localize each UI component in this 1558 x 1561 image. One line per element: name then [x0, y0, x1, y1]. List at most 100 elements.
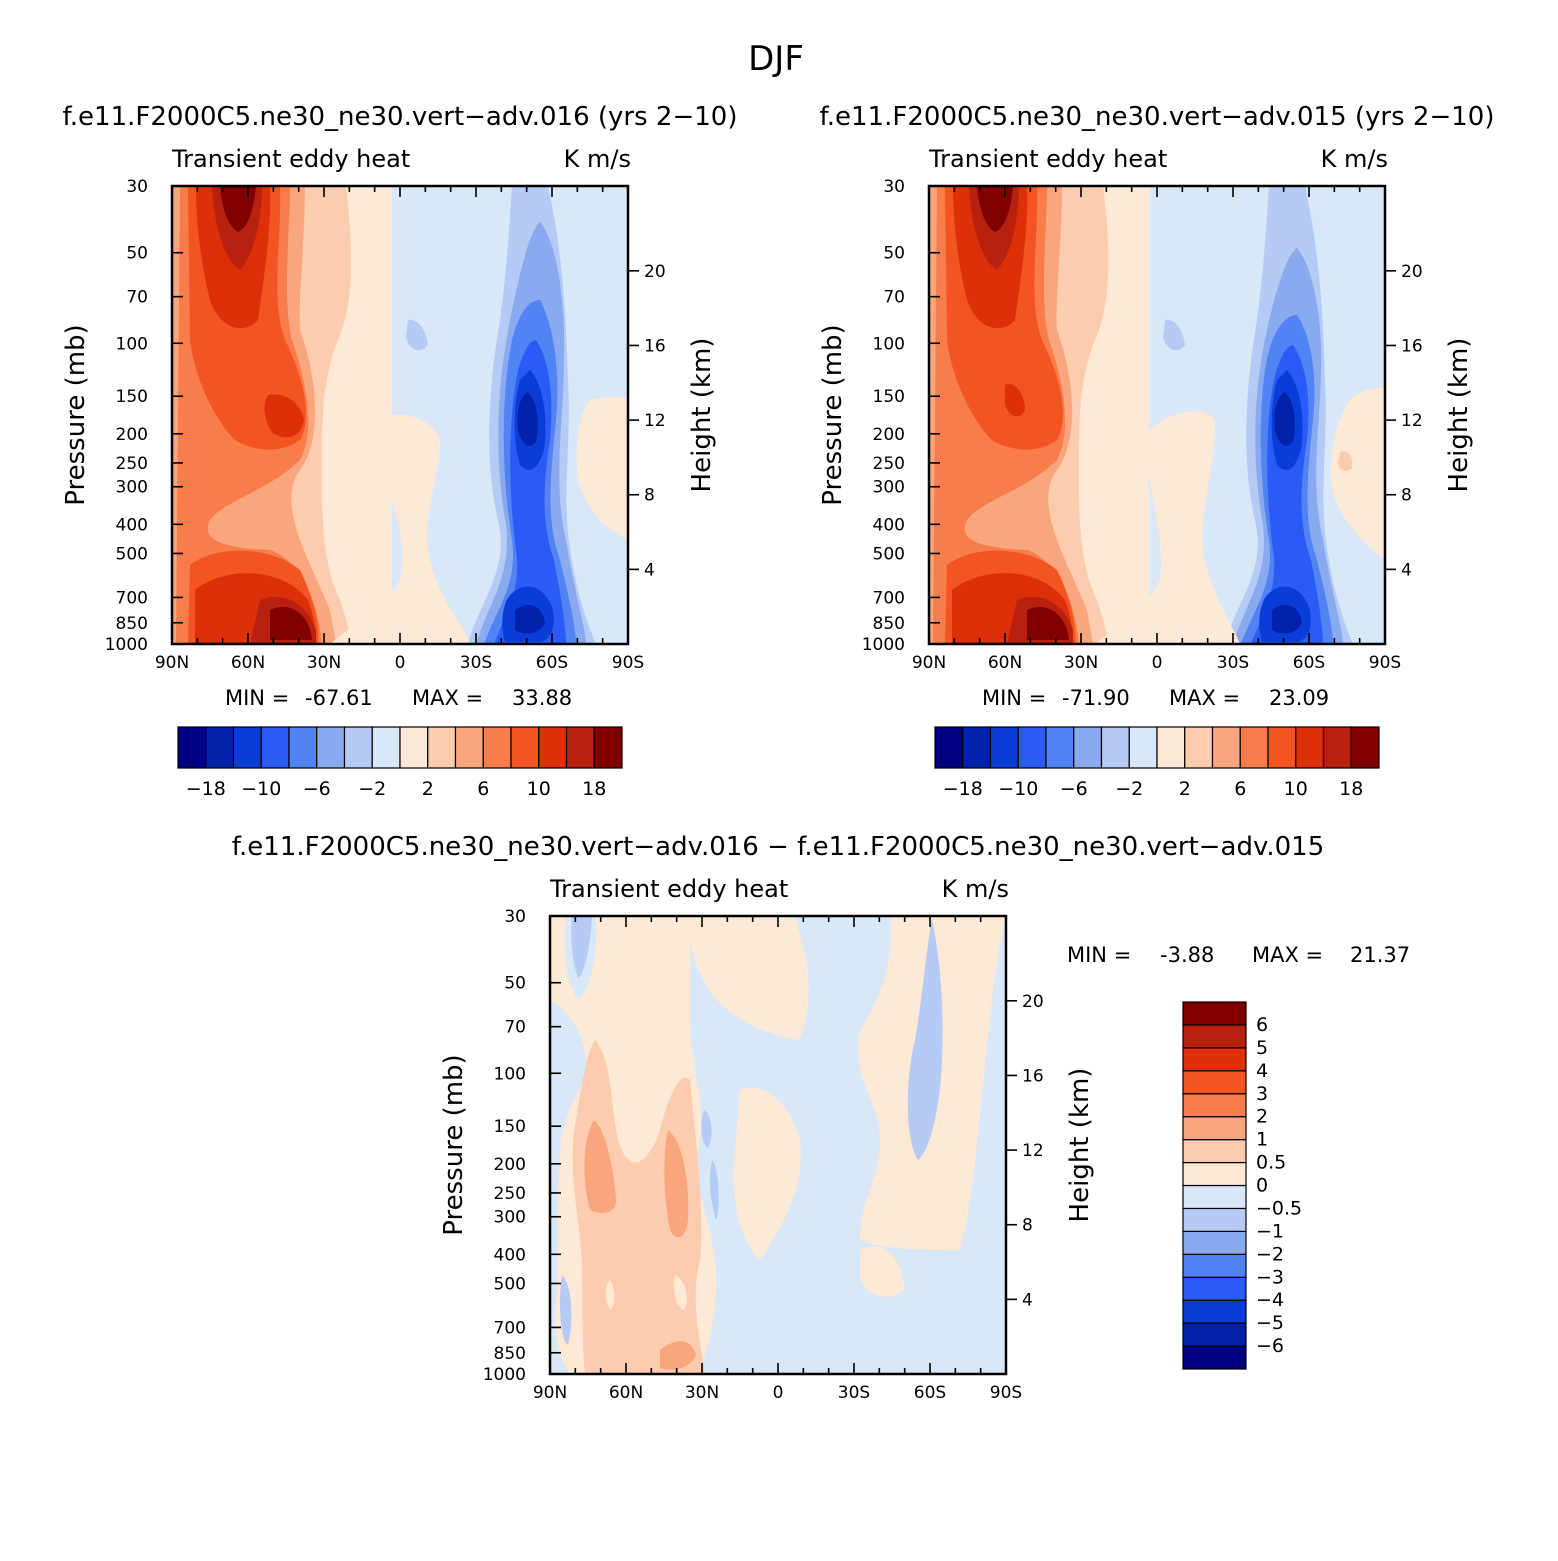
- colorbar-box: [934, 726, 964, 769]
- x-tick-label: 30N: [1064, 653, 1098, 673]
- min-value: -67.61: [305, 686, 373, 710]
- y-tick-label: 400: [116, 515, 148, 535]
- max-value: 23.09: [1269, 686, 1329, 710]
- x-tick-label: 60S: [914, 1383, 946, 1403]
- y-axis-title-right: Height (km): [1444, 338, 1474, 493]
- colorbar-label: 3: [1256, 1083, 1268, 1105]
- y-tick-label: 100: [116, 334, 148, 354]
- contour-field: [929, 186, 1385, 644]
- colorbar-box: [1182, 1322, 1247, 1347]
- y-tick-label: 70: [504, 1018, 526, 1038]
- colorbar-box: [482, 726, 512, 769]
- max-label: MAX =: [1169, 686, 1240, 710]
- colorbar-box: [1182, 1184, 1247, 1210]
- y-tick-label: 30: [126, 177, 148, 197]
- y-tick-label: 850: [873, 614, 905, 634]
- colorbar-box: [1322, 726, 1352, 769]
- colorbar-label: 2: [422, 778, 434, 800]
- colorbar-box: [989, 726, 1019, 769]
- colorbar-box: [399, 726, 429, 769]
- y-tick-label: 400: [494, 1245, 526, 1265]
- contour-band-warm-2: [572, 1040, 705, 1374]
- colorbar-label: −1: [1256, 1220, 1284, 1242]
- axes: 90N 60N 30N 0 30S 60S 90S 30 50 70 100 150 200 250 300…: [439, 907, 1095, 1403]
- colorbar-label: 18: [1339, 778, 1363, 800]
- y-tick-label: 200: [494, 1155, 526, 1175]
- contour-band-cold-2: [571, 916, 592, 978]
- colorbar-box: [565, 726, 595, 769]
- colorbar-box: [1182, 1299, 1247, 1324]
- colorbar-box: [1182, 1116, 1247, 1141]
- height-tick-label: 4: [1401, 560, 1412, 580]
- contour-band-cold-6: [1272, 392, 1302, 634]
- colorbar-box: [1350, 726, 1380, 769]
- y-tick-label: 300: [116, 478, 148, 498]
- contour-band-warm-9: [1005, 384, 1025, 417]
- colorbar-label: 10: [1284, 778, 1308, 800]
- colorbar-label: 6: [1256, 1014, 1268, 1036]
- y-tick-label: 250: [494, 1184, 526, 1204]
- y-tick-label: 150: [873, 387, 905, 407]
- x-tick-label: 90N: [912, 653, 946, 673]
- height-tick-label: 16: [1401, 336, 1423, 356]
- colorbar: −18 −10 −6 −2 2 6 10 18: [934, 726, 1380, 800]
- contour-band-cold-6: [907, 918, 943, 1160]
- x-tick-label: 30S: [1217, 653, 1249, 673]
- y-tick-label: 70: [883, 288, 905, 308]
- x-tick-label: 30S: [838, 1383, 870, 1403]
- contour-band-warm-10: [330, 414, 470, 644]
- colorbar-label: −3: [1256, 1266, 1284, 1288]
- y-tick-label: 500: [116, 544, 148, 564]
- left-string: Transient eddy heat: [928, 145, 1167, 173]
- min-label: MIN =: [982, 686, 1046, 710]
- colorbar-label: 5: [1256, 1037, 1268, 1059]
- x-tick-label: 60S: [536, 653, 568, 673]
- x-tick-label: 90S: [612, 653, 644, 673]
- panel-difference: f.e11.F2000C5.ne30_ne30.vert−adv.016 − f…: [232, 832, 1410, 1403]
- contour-band-warm-12: [1338, 451, 1353, 471]
- y-axis-title: Pressure (mb): [439, 1054, 469, 1235]
- colorbar: −18 −10 −6 −2 2 6 10 18: [177, 726, 623, 800]
- x-tick-label: 60N: [231, 653, 265, 673]
- x-tick-label: 0: [395, 653, 406, 673]
- height-tick-label: 16: [1022, 1066, 1044, 1086]
- colorbar-box: [1100, 726, 1130, 769]
- y-tick-label: 850: [116, 614, 148, 634]
- height-tick-label: 16: [644, 336, 666, 356]
- colorbar-label: 1: [1256, 1129, 1268, 1151]
- colorbar-label: −6: [1060, 778, 1088, 800]
- contour-band-warm-1: [733, 1087, 905, 1297]
- colorbar-box: [1182, 1276, 1247, 1301]
- colorbar-box: [343, 726, 373, 769]
- y-tick-label: 50: [883, 244, 905, 264]
- colorbar-box: [1182, 1093, 1247, 1118]
- colorbar-label: −4: [1256, 1289, 1284, 1311]
- y-tick-label: 700: [116, 588, 148, 608]
- y-tick-label: 250: [873, 454, 905, 474]
- colorbar-label: −6: [303, 778, 331, 800]
- y-tick-label: 150: [116, 387, 148, 407]
- contour-band-cold-7: [406, 319, 428, 351]
- colorbar-label: 10: [527, 778, 551, 800]
- y-tick-label: 30: [883, 177, 905, 197]
- colorbar-box: [1156, 726, 1186, 769]
- y-tick-label: 30: [504, 907, 526, 927]
- contour-band-cold-4: [1251, 345, 1323, 644]
- left-string: Transient eddy heat: [171, 145, 410, 173]
- y-tick-label: 850: [494, 1344, 526, 1364]
- x-tick-label: 60S: [1293, 653, 1325, 673]
- y-tick-label: 1000: [862, 635, 905, 655]
- colorbar-label: −6: [1256, 1335, 1284, 1357]
- colorbar-box: [962, 726, 992, 769]
- x-tick-label: 30S: [460, 653, 492, 673]
- stats-line: MIN = -3.88 MAX = 21.37: [1067, 943, 1410, 967]
- x-tick-label: 0: [773, 1383, 784, 1403]
- y-tick-label: 250: [116, 454, 148, 474]
- y-tick-label: 400: [873, 515, 905, 535]
- height-tick-label: 4: [644, 560, 655, 580]
- colorbar-box: [1073, 726, 1103, 769]
- x-tick-label: 60N: [609, 1383, 643, 1403]
- colorbar-label: −18: [186, 778, 226, 800]
- min-label: MIN =: [1067, 943, 1131, 967]
